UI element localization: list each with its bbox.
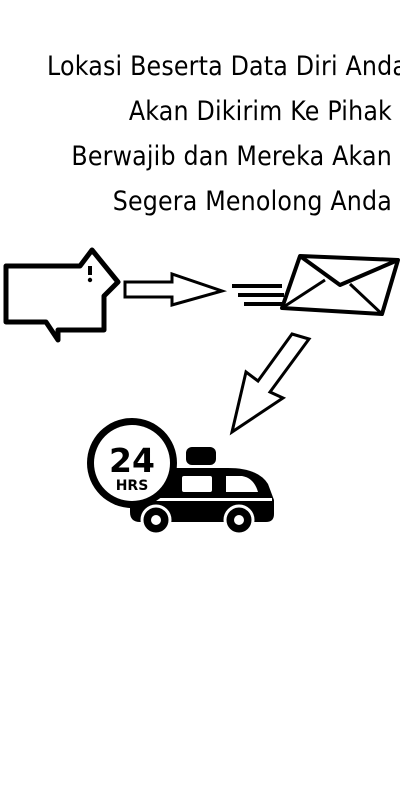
process-illustration: 24 HRS xyxy=(3,247,400,536)
24-hours-badge: 24 HRS xyxy=(87,418,177,508)
headline-line-1: Lokasi Beserta Data Diri Anda xyxy=(47,51,400,82)
headline-line-2: Akan Dikirim Ke Pihak xyxy=(128,96,392,127)
badge-unit: HRS xyxy=(116,478,149,494)
arrow-right-icon xyxy=(123,271,228,307)
arrow-down-left-icon xyxy=(229,332,312,436)
badge-number: 24 xyxy=(109,441,155,480)
headline-line-4: Segera Menolong Anda xyxy=(112,186,392,217)
headline: Lokasi Beserta Data Diri Anda Akan Dikir… xyxy=(47,44,400,224)
home-icon xyxy=(3,247,121,343)
fast-mail-icon xyxy=(232,254,400,316)
headline-line-3: Berwajib dan Mereka Akan xyxy=(71,141,392,172)
